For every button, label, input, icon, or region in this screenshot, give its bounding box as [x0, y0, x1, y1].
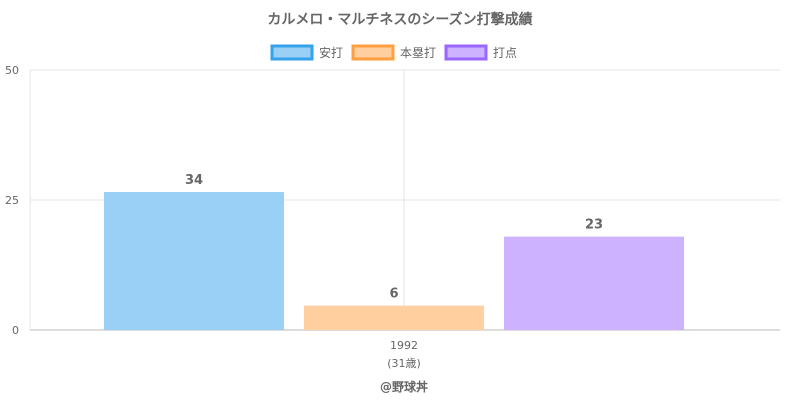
- legend-swatch: [351, 44, 395, 61]
- legend-label: 本塁打: [400, 46, 436, 60]
- x-axis: 1992 (31歳): [387, 339, 421, 370]
- data-label: 6: [389, 287, 398, 302]
- legend-swatch: [444, 44, 488, 61]
- x-tick-label: 1992: [390, 339, 418, 352]
- legend-label: 打点: [493, 46, 517, 60]
- chart-title: カルメロ・マルチネスのシーズン打撃成績: [267, 11, 532, 28]
- y-tick-label: 50: [5, 64, 19, 77]
- x-tick-sublabel: (31歳): [387, 357, 421, 370]
- legend-label: 安打: [319, 45, 343, 60]
- y-tick-label: 25: [5, 194, 19, 207]
- data-label: 23: [585, 218, 603, 233]
- legend-swatch: [270, 44, 314, 61]
- data-label: 34: [185, 173, 203, 188]
- bars: 34 6 23: [104, 173, 684, 330]
- bar-安打: [104, 192, 284, 330]
- legend: 安打 本塁打 打点: [270, 44, 517, 61]
- bar-本塁打: [304, 305, 484, 330]
- y-tick-label: 0: [12, 324, 19, 337]
- watermark-text: @野球丼: [380, 379, 428, 394]
- bar-打点: [504, 236, 684, 330]
